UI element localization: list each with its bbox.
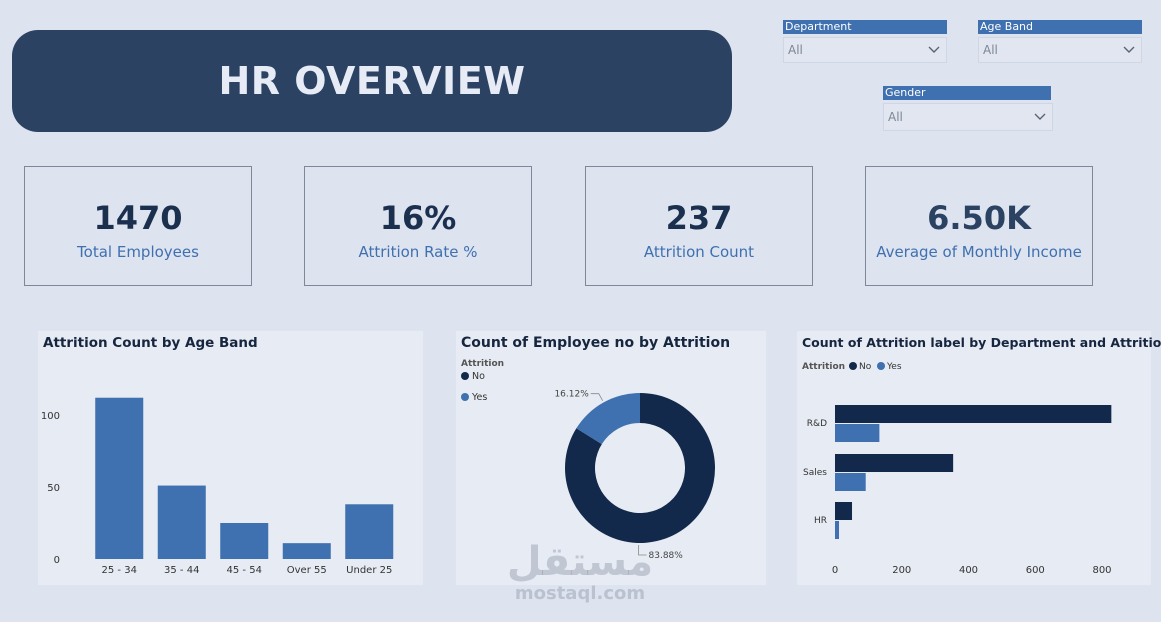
y-tick-label: 0 — [54, 555, 60, 566]
kpi-value: 16% — [379, 199, 457, 237]
kpi-label: Average of Monthly Income — [876, 243, 1082, 261]
legend-title: Attrition — [802, 362, 845, 372]
age-band-bar-chart: 0 50 100 25 - 34 35 - 44 45 - 54 Over 55 Under … — [41, 397, 394, 576]
x-tick-label: Under 25 — [346, 565, 392, 576]
legend-marker — [849, 362, 857, 370]
age-band-dropdown-value: All — [983, 43, 998, 57]
kpi-card-attrition-count: 237 Attrition Count — [585, 166, 813, 286]
age-band-dropdown[interactable]: All — [978, 37, 1142, 63]
chart-title: Attrition Count by Age Band — [43, 335, 258, 351]
data-label-yes: 16.12% — [554, 390, 589, 400]
bar[interactable] — [345, 504, 394, 559]
page-title: HR OVERVIEW — [218, 59, 526, 103]
bar[interactable] — [282, 543, 331, 559]
x-tick-label: 45 - 54 — [227, 565, 262, 576]
kpi-card-attrition-rate: 16% Attrition Rate % — [304, 166, 532, 286]
gender-slicer[interactable]: Gender All — [883, 86, 1053, 131]
department-dropdown[interactable]: All — [783, 37, 947, 63]
department-slicer-label: Department — [783, 20, 947, 34]
x-tick-label: 35 - 44 — [164, 565, 199, 576]
chevron-down-icon — [928, 46, 940, 53]
gender-dropdown-value: All — [888, 110, 903, 124]
age-band-slicer-label: Age Band — [978, 20, 1142, 34]
watermark-latin: mostaql.com — [514, 583, 646, 604]
age-band-slicer[interactable]: Age Band All — [978, 20, 1142, 63]
legend-label: Yes — [471, 392, 487, 403]
x-tick-label: 400 — [959, 565, 978, 576]
bar[interactable] — [835, 473, 866, 491]
legend-label: Yes — [886, 362, 902, 372]
x-tick-label: 600 — [1026, 565, 1045, 576]
x-tick-label: 200 — [892, 565, 911, 576]
leader-line — [590, 393, 604, 401]
legend-label: No — [859, 362, 872, 372]
kpi-label: Attrition Count — [643, 243, 755, 261]
kpi-value: 237 — [665, 199, 733, 237]
kpi-label: Total Employees — [77, 243, 199, 261]
kpi-card-average-monthly-income: 6.50K Average of Monthly Income — [865, 166, 1093, 286]
legend-marker — [461, 372, 469, 380]
age-band-chart-panel: Attrition Count by Age Band 0 50 100 25 - 3… — [38, 331, 423, 585]
legend-marker — [461, 393, 469, 401]
bar[interactable] — [835, 424, 880, 442]
y-tick-label: R&D — [807, 419, 827, 429]
chart-title: Count of Employee no by Attrition — [461, 335, 731, 351]
department-dropdown-value: All — [788, 43, 803, 57]
gender-dropdown[interactable]: All — [883, 103, 1053, 131]
donut-slice-no[interactable] — [565, 393, 715, 543]
department-bar-chart: Attrition No Yes R&D Sales HR 0 200 400 600 800 — [802, 362, 1112, 576]
bar[interactable] — [835, 454, 954, 472]
bar[interactable] — [835, 521, 840, 539]
kpi-label: Attrition Rate % — [358, 243, 478, 261]
gender-slicer-label: Gender — [883, 86, 1051, 100]
title-banner: HR OVERVIEW — [12, 30, 732, 132]
attrition-donut-chart: Attrition No Yes 83.88% 16.12% — [461, 359, 715, 561]
x-tick-label: 25 - 34 — [102, 565, 137, 576]
legend-label: No — [472, 371, 485, 382]
attrition-donut-panel: Count of Employee no by Attrition Attrit… — [456, 331, 766, 585]
bar[interactable] — [220, 523, 269, 559]
legend-title: Attrition — [461, 359, 504, 369]
x-tick-label: 800 — [1092, 565, 1111, 576]
department-slicer[interactable]: Department All — [783, 20, 947, 63]
department-chart-panel: Count of Attrition label by Department a… — [797, 331, 1161, 585]
kpi-value: 1470 — [93, 199, 183, 237]
y-tick-label: HR — [814, 516, 827, 526]
chevron-down-icon — [1034, 113, 1046, 120]
kpi-value: 6.50K — [927, 199, 1031, 237]
kpi-card-total-employees: 1470 Total Employees — [24, 166, 252, 286]
y-tick-label: 50 — [47, 483, 60, 494]
donut-slice-yes[interactable] — [576, 393, 640, 445]
x-tick-label: 0 — [832, 565, 838, 576]
y-tick-label: Sales — [803, 468, 827, 478]
leader-line — [638, 544, 647, 556]
legend-marker — [877, 362, 885, 370]
bar[interactable] — [157, 485, 206, 559]
data-label-no: 83.88% — [649, 551, 684, 561]
y-tick-label: 100 — [41, 411, 60, 422]
chevron-down-icon — [1123, 46, 1135, 53]
chart-title: Count of Attrition label by Department a… — [802, 335, 1161, 350]
x-tick-label: Over 55 — [287, 565, 327, 576]
bar[interactable] — [835, 502, 853, 520]
bar[interactable] — [835, 405, 1112, 423]
bar[interactable] — [95, 397, 144, 559]
